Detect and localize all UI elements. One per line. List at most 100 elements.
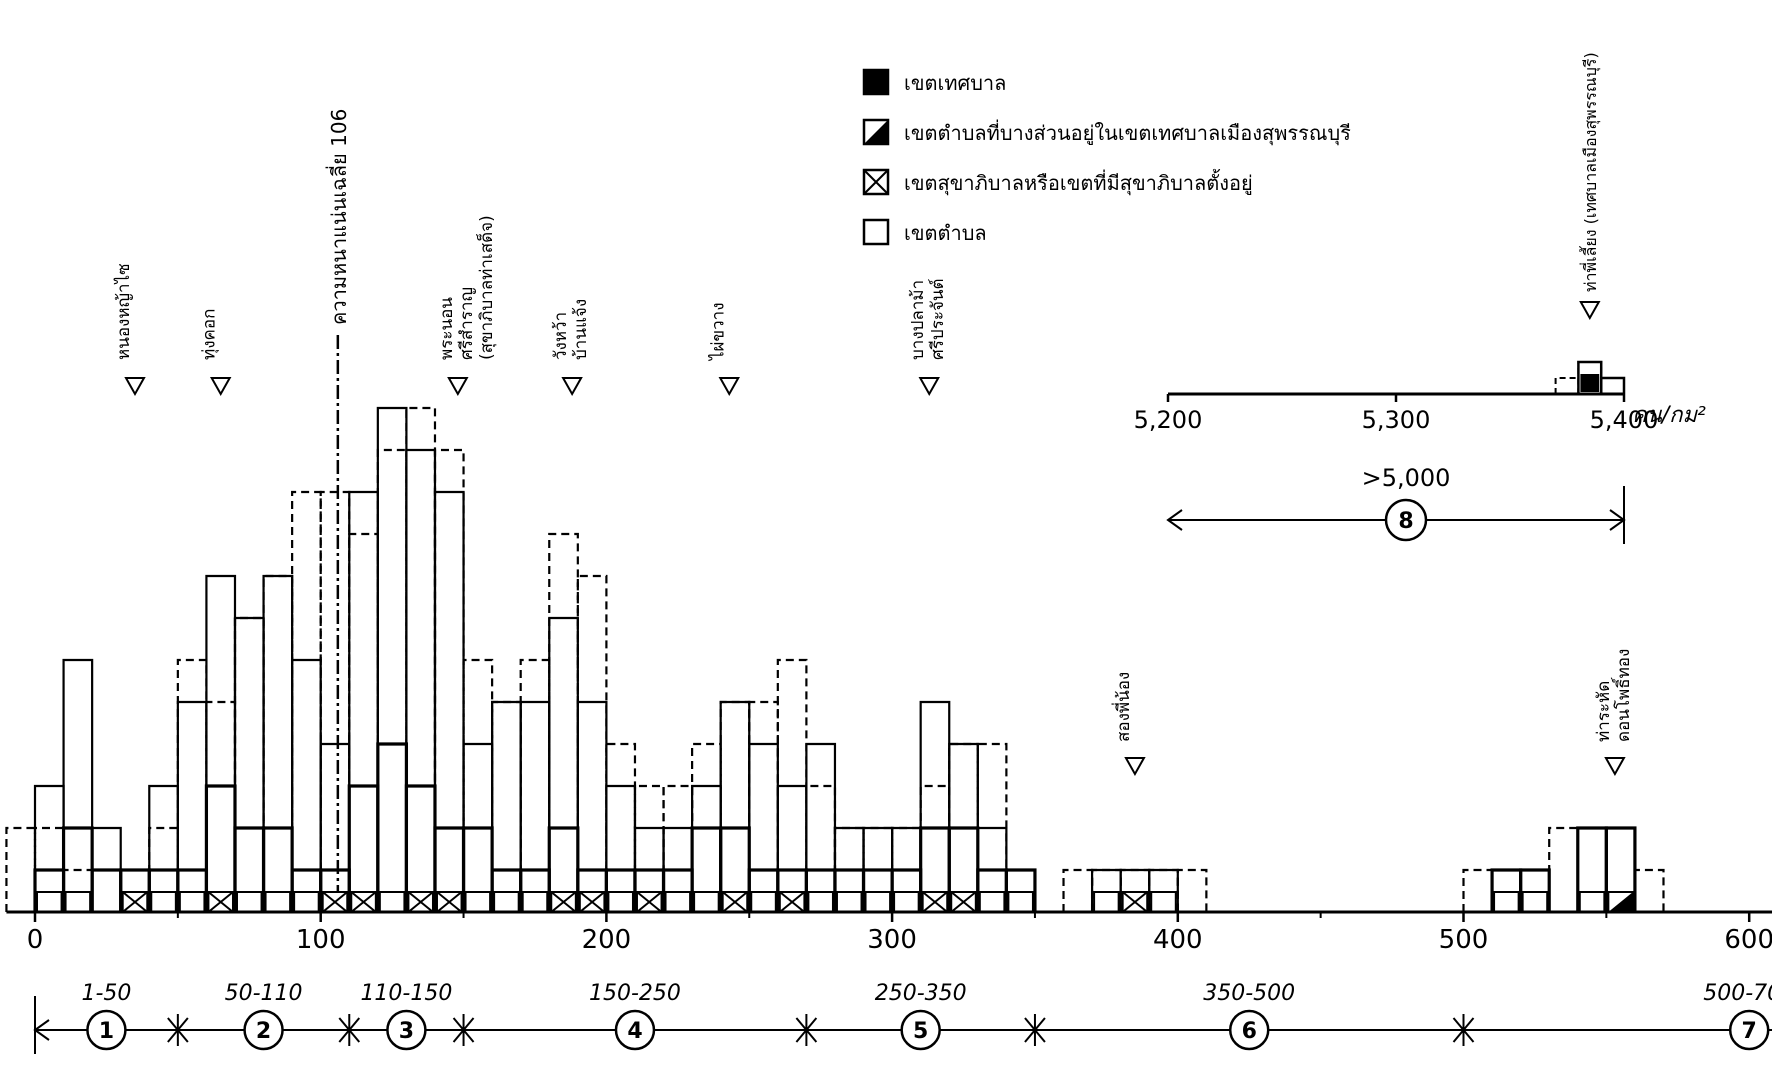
empty-marker: [64, 891, 92, 913]
empty-marker-box: [264, 891, 292, 913]
empty-marker: [264, 891, 292, 913]
dashed-bar: [433, 448, 465, 912]
dashed-bar: [319, 490, 351, 912]
x-tick-label: 100: [296, 925, 346, 955]
crossed-marker: [778, 891, 806, 913]
empty-marker-box: [378, 891, 406, 913]
crossed-marker: [950, 891, 977, 913]
empty-marker-box: [150, 891, 177, 913]
solid-inner-bar: [90, 868, 123, 912]
class-label: 50-110: [225, 981, 303, 1006]
solid-outline-bar: [262, 574, 294, 912]
solid-outline-bar: [548, 616, 579, 912]
empty-marker-box: [1493, 891, 1520, 913]
empty-marker-box: [235, 891, 263, 913]
legend-entry: เขตสุขาภิบาลหรือเขตที่มีสุขาภิบาลตั้งอยู…: [862, 168, 1253, 196]
annotation-label: ทุ่งคอก: [200, 309, 220, 360]
class-8-arrowhead: [1166, 509, 1183, 531]
empty-marker: [864, 891, 892, 913]
empty-marker: [1093, 891, 1120, 913]
class-8-circle: [1384, 498, 1428, 542]
empty-marker-box: [693, 891, 720, 913]
empty-marker: [235, 891, 263, 913]
solid-outline-bar: [719, 700, 751, 912]
inset-unit-label: คน/กม²: [1632, 403, 1706, 428]
crossed-marker: [635, 891, 663, 913]
solid-outline-bar: [176, 700, 208, 912]
empty-marker: [893, 891, 920, 913]
annotation-triangle: [718, 377, 740, 397]
empty-marker-box: [1578, 891, 1606, 913]
solid-outline-bar: [62, 658, 94, 912]
empty-marker: [1521, 891, 1549, 913]
empty-marker: [1007, 891, 1034, 913]
main-x-axis: 0100200300400500600700คน/กม²: [6, 910, 1772, 955]
inset-annotation-label: ท่าพี่เลี้ยง (เทศบาลเมืองสุพรรณบุรี): [1579, 52, 1601, 292]
dashed-bar: [376, 448, 408, 912]
solid-outline-bar: [491, 700, 522, 912]
empty-marker-box: [1093, 891, 1120, 913]
class-circle: [900, 1009, 941, 1051]
dashed-bar: [5, 826, 37, 912]
class-circle: [243, 1009, 284, 1051]
cross-line: [207, 891, 234, 913]
annotation-triangle: [1604, 757, 1626, 777]
reference-line-label: ความหนาแน่นเฉลี่ย 106: [325, 109, 351, 325]
x-tick-label: 200: [582, 925, 632, 955]
crossed-marker: [921, 891, 949, 913]
crossed-marker: [550, 891, 577, 913]
dashed-bar: [233, 616, 265, 912]
legend-cross: [863, 169, 889, 195]
annotation-label: (สุขาภิบาลท่าเสด็จ): [475, 215, 497, 360]
half-fill: [1608, 892, 1633, 912]
annotation-triangle: [918, 377, 940, 397]
annotation-triangle: [1124, 757, 1146, 777]
class-label: 110-150: [360, 981, 452, 1006]
empty-marker: [750, 891, 777, 913]
class-label: 150-250: [589, 981, 681, 1006]
inset-dashed-bar: [1554, 377, 1580, 394]
empty-marker: [978, 891, 1006, 913]
half_filled-marker: [1607, 891, 1634, 913]
empty-marker-box: [464, 891, 492, 913]
cross-line: [407, 891, 434, 913]
class-id: 1: [99, 1019, 114, 1044]
legend-swatch: [862, 218, 890, 246]
legend-half-fill: [864, 120, 888, 144]
dashed-bar: [1176, 868, 1208, 912]
solid-outline-bar: [348, 490, 379, 912]
crossed-marker: [350, 891, 377, 913]
crossed-marker: [578, 891, 606, 913]
cross-line: [722, 891, 748, 913]
class-label: 1-50: [81, 981, 131, 1006]
class-circle: [86, 1009, 127, 1051]
empty-marker-box: [607, 891, 634, 913]
crossed-marker: [407, 891, 434, 913]
inner-series: [33, 742, 1637, 912]
cross-line: [1122, 891, 1148, 913]
class-circle: [1228, 1009, 1270, 1051]
class-circle: [386, 1009, 427, 1051]
dashed-bar: [91, 868, 122, 912]
class-id: 7: [1742, 1019, 1757, 1044]
solid-outline-bar: [433, 490, 465, 912]
solid-outline-bar: [576, 700, 608, 912]
cross-line: [950, 891, 977, 913]
solid-outline-bar: [519, 700, 551, 912]
dashed-bar: [605, 742, 637, 912]
class-label: 350-500: [1203, 981, 1295, 1006]
dashed-series: [5, 406, 1665, 912]
legend-entry: เขตตำบล: [862, 218, 987, 246]
cross-line: [579, 891, 606, 913]
dashed-bar: [1462, 868, 1494, 912]
solid-outline-bar: [376, 406, 408, 912]
legend-entry: เขตเทศบาล: [862, 68, 1006, 96]
mean-density-line: ความหนาแน่นเฉลี่ย 106: [325, 109, 351, 892]
cross-line: [636, 891, 663, 913]
class-id: 3: [399, 1019, 414, 1044]
class-circle: [614, 1009, 656, 1051]
annotation-label: ศรีประจันต์: [928, 278, 948, 360]
empty-marker: [607, 891, 634, 913]
class-id: 2: [256, 1019, 271, 1044]
